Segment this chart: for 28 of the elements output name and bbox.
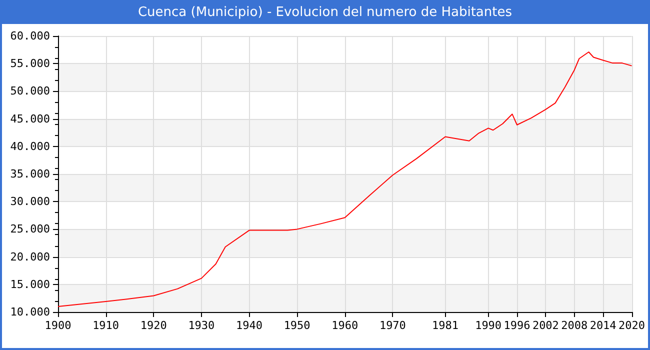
- y-tick-label: 40.000: [10, 140, 50, 153]
- y-tick-label: 50.000: [10, 84, 50, 98]
- y-tick-label: 60.000: [10, 30, 50, 42]
- y-tick-label: 35.000: [10, 168, 50, 180]
- x-tick-label: 1996: [504, 319, 530, 332]
- y-tick-label: 30.000: [10, 195, 50, 208]
- x-tick-label: 1990: [475, 319, 502, 332]
- x-tick-label: 2002: [532, 319, 559, 332]
- x-tick-label: 1910: [92, 319, 120, 332]
- x-tick-label: 1940: [236, 319, 262, 332]
- x-tick-label: 2008: [561, 319, 588, 332]
- y-tick-label: 25.000: [10, 222, 50, 236]
- line-series: [58, 52, 632, 307]
- y-tick-label: 20.000: [10, 250, 50, 264]
- y-tick-label: 55.000: [10, 57, 50, 70]
- chart-title: Cuenca (Municipio) - Evolucion del numero de Habitantes: [2, 2, 648, 24]
- y-tick-label: 10.000: [10, 306, 50, 318]
- x-tick-label: 1900: [44, 319, 72, 332]
- x-tick-label: 1960: [332, 319, 358, 332]
- y-tick-label: 45.000: [10, 112, 50, 126]
- x-tick-label: 1930: [188, 319, 215, 332]
- x-tick-label: 2020: [618, 319, 646, 332]
- x-tick-label: 1981: [432, 319, 459, 332]
- x-tick-label: 1920: [140, 319, 167, 332]
- x-tick-label: 1950: [284, 319, 310, 332]
- x-tick-label: 2014: [590, 319, 617, 332]
- x-tick-label: 1970: [379, 319, 406, 332]
- y-tick-label: 15.000: [10, 278, 50, 291]
